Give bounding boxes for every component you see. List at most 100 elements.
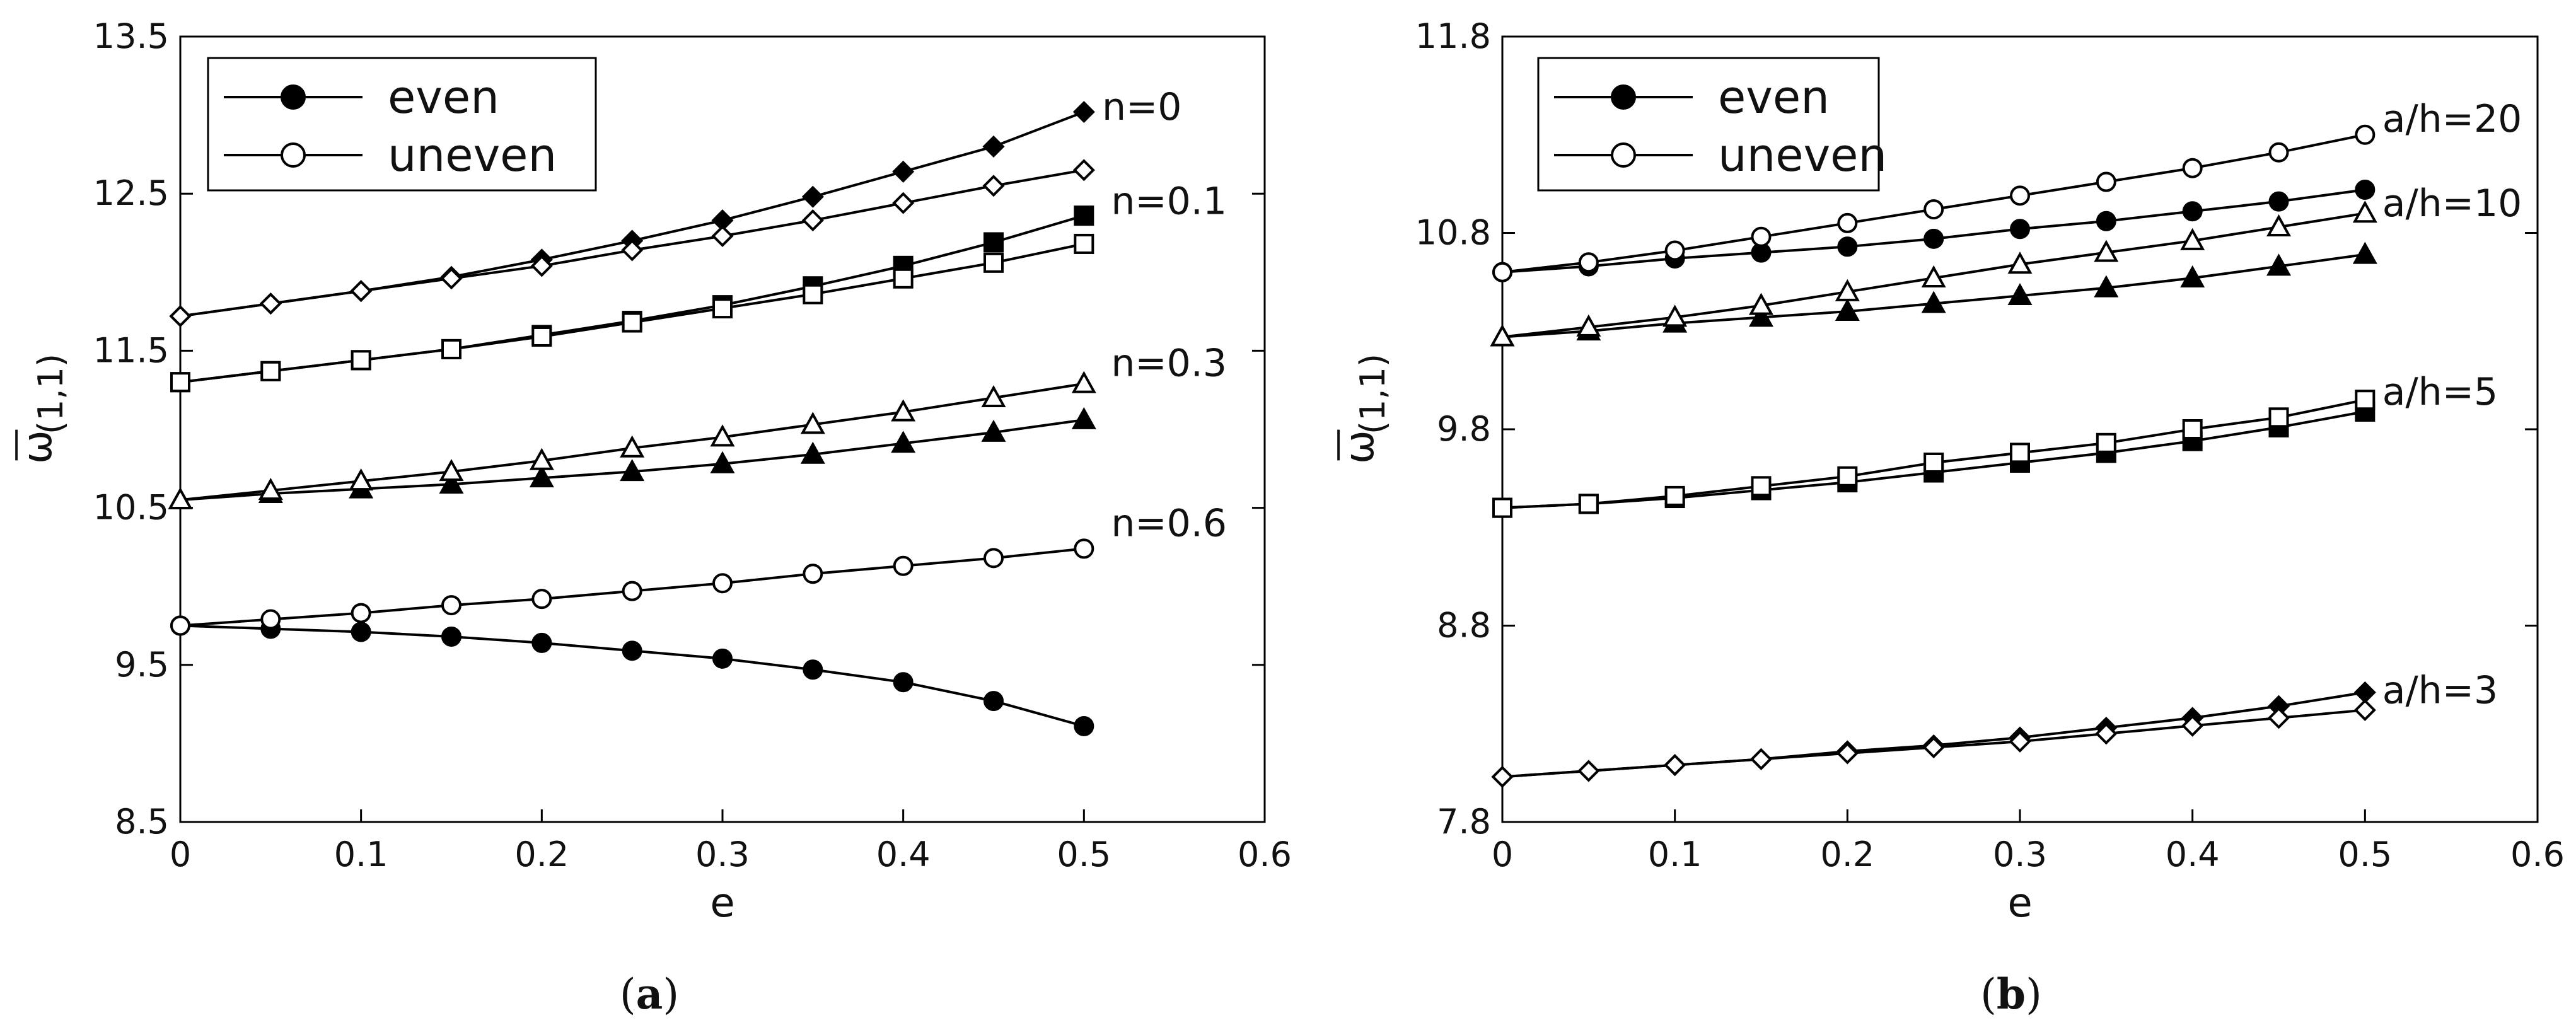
y-tick-label: 10.5	[93, 488, 169, 528]
panel-b: 7.88.89.810.811.80 0.1 0.2 0.3 0.4 0.5 0.6eω—(…	[1316, 16, 2565, 1019]
panel-caption-letter: a	[636, 969, 663, 1019]
data-point	[622, 581, 642, 601]
data-point	[1664, 754, 1686, 777]
data-point	[2095, 722, 2118, 745]
x-tick-label: 0.1	[1648, 835, 1702, 874]
data-point	[2007, 282, 2033, 306]
data-point	[2010, 443, 2030, 463]
data-point	[712, 573, 733, 594]
data-point	[2353, 681, 2376, 703]
data-point	[620, 459, 645, 482]
data-point	[1749, 748, 1773, 770]
data-point	[2010, 185, 2030, 206]
data-point	[803, 659, 823, 680]
data-point	[2268, 191, 2289, 212]
data-point	[1835, 298, 1860, 321]
data-point	[2096, 171, 2116, 192]
data-point	[981, 419, 1006, 442]
data-point	[1664, 240, 1685, 261]
data-point	[893, 268, 914, 289]
data-point	[710, 451, 735, 473]
data-point	[1071, 371, 1096, 393]
data-point	[531, 632, 552, 653]
y-axis-label: ω—(1,1)	[1316, 354, 1393, 464]
data-point	[892, 192, 915, 214]
data-point	[1578, 494, 1599, 514]
panel-a: 8.5 9.5 10.5 11.5 12.5 13.5 0 0.1 0.2 0.3 0.4 0.5 0.…	[0, 16, 1292, 1019]
data-point	[1835, 279, 1860, 301]
panel-caption-letter: b	[1997, 969, 2026, 1019]
curve-label: n=0.6	[1111, 502, 1227, 546]
data-point	[2352, 200, 2377, 223]
data-point	[712, 298, 733, 319]
data-point	[531, 589, 552, 610]
legend-label: uneven	[1718, 129, 1887, 182]
data-point	[2096, 211, 2116, 231]
data-point	[439, 459, 464, 482]
y-axis-overbar: —	[1316, 428, 1356, 462]
data-point	[1921, 291, 1946, 313]
data-point	[891, 431, 916, 453]
y-tick-label: 7.8	[1437, 802, 1491, 842]
data-point	[2182, 201, 2203, 222]
curve-label: a/h=20	[2382, 97, 2522, 141]
x-axis-label: e	[710, 880, 734, 927]
data-point	[260, 609, 281, 630]
data-point	[801, 185, 824, 208]
data-point	[170, 372, 190, 393]
y-axis-symbol: ω	[1337, 430, 1383, 464]
data-point	[803, 564, 823, 584]
x-tick-label: 0	[1492, 835, 1513, 874]
x-tick-label: 0.3	[695, 835, 750, 874]
data-point	[168, 487, 193, 510]
data-point	[982, 135, 1005, 158]
data-point	[2355, 124, 2376, 145]
data-point	[892, 160, 915, 183]
y-axis-label: ω—(1,1)	[0, 354, 71, 464]
data-point	[1074, 233, 1094, 254]
data-point	[2355, 390, 2376, 410]
data-point	[2010, 219, 2030, 240]
data-point	[1491, 765, 1514, 788]
y-axis-subscript: (1,1)	[1353, 354, 1393, 434]
data-point	[260, 361, 281, 381]
data-point	[2352, 241, 2377, 264]
x-tick-label: 0.5	[2338, 835, 2392, 874]
data-point	[1751, 476, 1772, 497]
data-point	[2182, 419, 2203, 439]
y-tick-label: 11.8	[1415, 16, 1491, 56]
data-point	[2007, 252, 2033, 274]
y-tick-label: 8.8	[1437, 606, 1491, 645]
x-tick-label: 0.2	[1820, 835, 1874, 874]
data-point	[1072, 101, 1095, 124]
data-point	[350, 280, 373, 303]
x-axis-label: e	[2007, 880, 2032, 927]
data-point	[1923, 199, 1944, 220]
data-point	[349, 468, 374, 491]
data-point	[1923, 228, 1944, 249]
y-axis-overbar: —	[0, 428, 34, 462]
x-tick-label: 0.4	[876, 835, 931, 874]
y-axis-symbol: ω	[15, 430, 61, 464]
data-point	[2267, 707, 2290, 729]
x-tick-label: 0.1	[334, 835, 388, 874]
data-point	[441, 595, 461, 616]
y-axis-subscript: (1,1)	[31, 354, 71, 434]
data-point	[2182, 158, 2203, 178]
y-tick-label: 11.5	[93, 330, 169, 370]
data-point	[1923, 452, 1944, 473]
curve-label: n=0	[1102, 85, 1181, 129]
y-tick-label: 9.5	[115, 645, 169, 685]
legend-box	[1537, 57, 1880, 192]
data-point	[712, 648, 733, 669]
data-point	[1922, 736, 1945, 759]
curve-label: n=0.3	[1111, 341, 1227, 385]
data-point	[983, 548, 1004, 569]
data-point	[2266, 214, 2291, 237]
data-point	[983, 691, 1004, 712]
data-point	[982, 175, 1005, 197]
x-tick-label: 0.4	[2166, 835, 2220, 874]
data-point	[2180, 265, 2205, 288]
data-point	[2353, 698, 2376, 721]
